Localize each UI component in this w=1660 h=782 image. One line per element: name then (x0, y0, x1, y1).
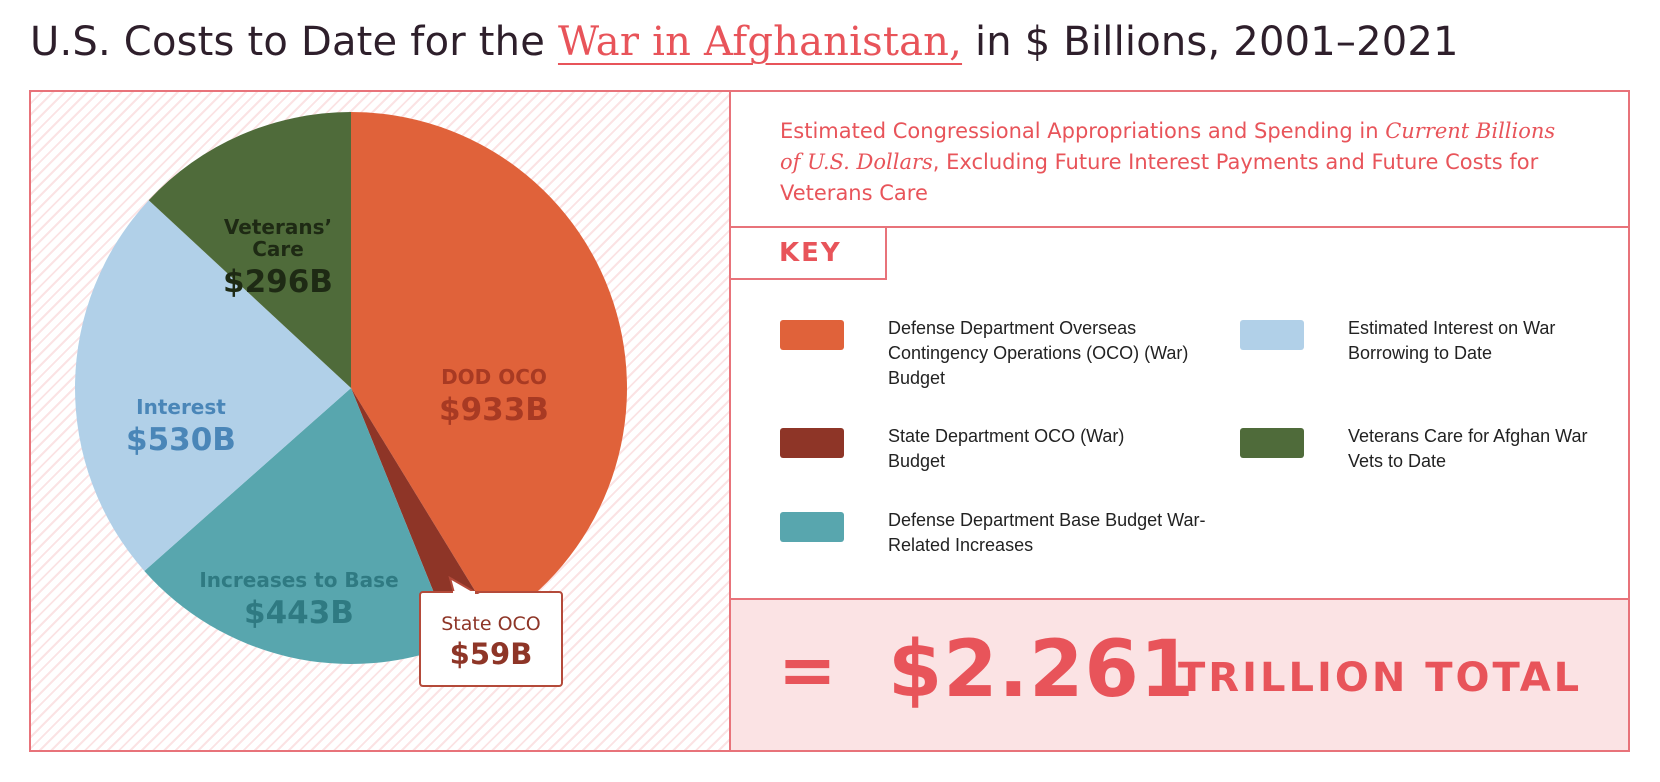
callout-state-oco: State OCO$59B (419, 575, 563, 687)
legend-label-dod-oco: Defense Department Overseas Contingency … (888, 318, 1189, 388)
total-box (731, 600, 1628, 750)
legend-item-dod-oco: Defense Department Overseas Contingency … (780, 318, 1220, 391)
key-heading: KEY (731, 228, 887, 280)
chart-frame (29, 90, 1630, 752)
slice-label-veterans-care-line-2: Care (252, 237, 304, 261)
chart-title: U.S. Costs to Date for the War in Afghan… (30, 12, 1459, 72)
legend-swatch-state-oco (780, 428, 844, 458)
afghanistan-war-link[interactable]: War in Afghanistan, (557, 19, 963, 65)
legend-item-base-increase: Defense Department Base Budget War-Relat… (780, 510, 1220, 558)
slice-value-dod-oco: $933B (439, 392, 549, 428)
slice-value-veterans-care: $296B (223, 264, 333, 300)
total-label: TRILLION TOTAL (1178, 655, 1583, 701)
pie-slice-interest (75, 200, 352, 571)
pie-slice-state-oco (351, 388, 495, 644)
subtitle-text-2: , Excluding Future Interest Payments and… (780, 150, 1539, 205)
slice-label-increases-to-base: Increases to Base (199, 568, 398, 592)
legend-swatch-dod-oco (780, 320, 844, 350)
legend-item-state-oco: State Department OCO (War) Budget (780, 426, 1220, 474)
pie-slice-veterans-care (148, 112, 351, 388)
chart-subtitle: Estimated Congressional Appropriations a… (780, 116, 1580, 209)
slice-label-state-oco: State OCO (441, 613, 541, 635)
legend-item-interest: Estimated Interest on War Borrowing to D… (1240, 318, 1620, 366)
pie-slice-dod-oco (351, 112, 627, 624)
legend-label-veterans: Veterans Care for Afghan War Vets to Dat… (1348, 426, 1588, 471)
legend-label-interest: Estimated Interest on War Borrowing to D… (1348, 318, 1556, 363)
legend-swatch-veterans (1240, 428, 1304, 458)
slice-label-interest: Interest (136, 395, 226, 419)
legend-label-base-increase: Defense Department Base Budget War-Relat… (888, 510, 1206, 555)
legend-swatch-interest (1240, 320, 1304, 350)
slice-label-veterans-care-line-1: Veterans’ (224, 215, 332, 239)
title-suffix: in $ Billions, 2001–2021 (962, 19, 1459, 65)
total-value: $2.261 (888, 625, 1195, 715)
subtitle-divider (731, 226, 1628, 228)
legend-label-state-oco: State Department OCO (War) Budget (888, 426, 1125, 471)
subtitle-italic: Current Billions of U.S. Dollars (780, 119, 1556, 174)
legend-item-veterans: Veterans Care for Afghan War Vets to Dat… (1240, 426, 1620, 474)
pie-slice-increases-to-base (144, 388, 455, 664)
total-equals-sign: = (778, 629, 837, 711)
callout-box (419, 591, 563, 687)
subtitle-text-1: Estimated Congressional Appropriations a… (780, 119, 1386, 143)
vertical-divider (729, 92, 731, 750)
callout-pointer-join (453, 591, 475, 595)
title-prefix: U.S. Costs to Date for the (30, 19, 558, 65)
legend-swatch-base-increase (780, 512, 844, 542)
slice-value-state-oco: $59B (450, 637, 533, 671)
slice-value-interest: $530B (126, 422, 236, 458)
total-divider (731, 598, 1628, 600)
pie-chart: DOD OCO $933B State OCO$59B Increases to Ba… (75, 112, 627, 687)
slice-value-increases-to-base: $443B (244, 595, 354, 631)
slice-label-dod-oco: DOD OCO (441, 365, 547, 389)
